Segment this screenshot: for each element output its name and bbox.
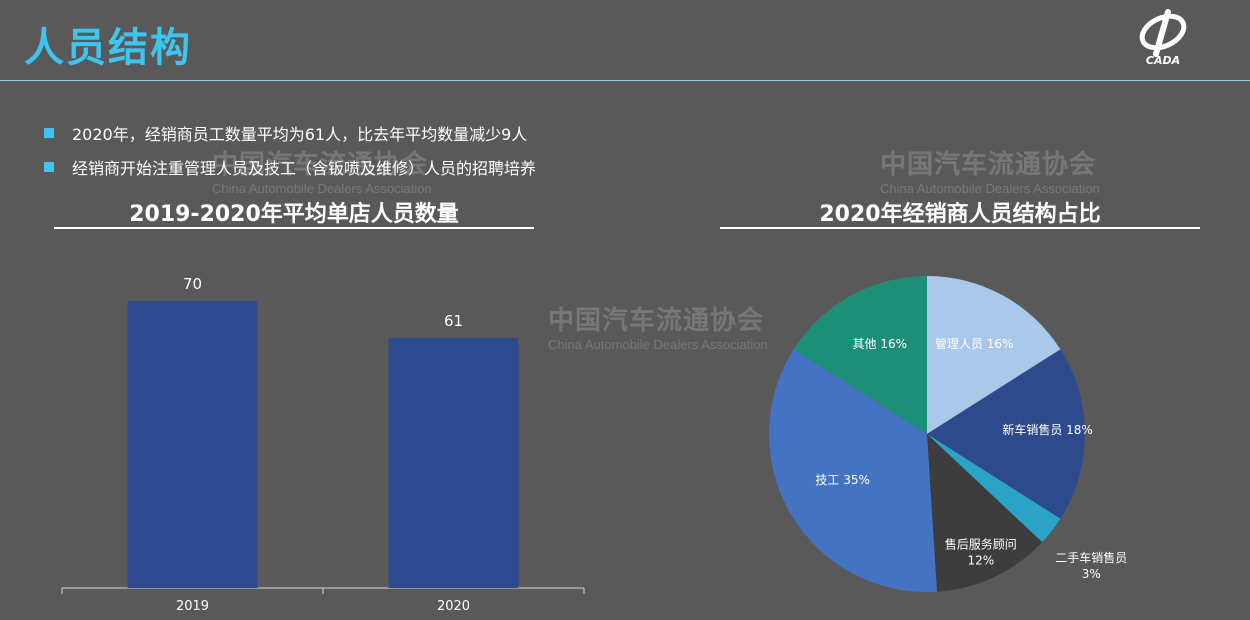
page-title: 人员结构 xyxy=(24,25,192,71)
pie-slice-label: 二手车销售员 3% xyxy=(1055,550,1127,581)
x-tick-label: 2020 xyxy=(437,599,470,614)
bullet-square-icon xyxy=(44,162,54,172)
cada-logo: CADA xyxy=(1139,9,1187,67)
bullet-item: 2020年，经销商员工数量平均为61人，比去年平均数量减少9人 xyxy=(44,116,536,150)
pie-chart-title-rule xyxy=(720,227,1200,229)
pie-slice-5 xyxy=(793,276,927,434)
pie-chart-title: 2020年经销商人员结构占比 xyxy=(819,202,1101,227)
bullet-text: 经销商开始注重管理人员及技工（含钣喷及维修）人员的招聘培养 xyxy=(72,159,537,178)
pie-slice-1 xyxy=(927,349,1085,519)
title-divider xyxy=(0,80,1250,81)
bar-value-label: 61 xyxy=(444,312,463,330)
bar-value-label: 70 xyxy=(183,275,202,293)
bullet-list: 2020年，经销商员工数量平均为61人，比去年平均数量减少9人 经销商开始注重管… xyxy=(44,116,536,184)
pie-slice-label: 售后服务顾问 12% xyxy=(945,536,1017,567)
bar-2019 xyxy=(127,301,258,588)
pie-chart: 管理人员 16% 新车销售员 18% 二手车销售员 3% 售后服务顾问 12% 技工 35%… xyxy=(769,276,1127,592)
pie-slice-label: 其他 16% xyxy=(853,337,908,351)
watermark-en: China Automobile Dealers Association xyxy=(880,181,1100,196)
bullet-square-icon xyxy=(44,128,54,138)
pie-slice-4 xyxy=(769,349,937,592)
pie-slice-2 xyxy=(927,434,1061,543)
pie-slice-3 xyxy=(927,434,1043,592)
pie-slice-0 xyxy=(927,276,1061,434)
x-tick-label: 2019 xyxy=(176,599,209,614)
bullet-text: 2020年，经销商员工数量平均为61人，比去年平均数量减少9人 xyxy=(72,125,528,144)
watermark-cn: 中国汽车流通协会 xyxy=(880,150,1097,180)
logo-text: CADA xyxy=(1146,54,1180,67)
pie-slice-label: 新车销售员 18% xyxy=(1002,422,1093,437)
bullet-item: 经销商开始注重管理人员及技工（含钣喷及维修）人员的招聘培养 xyxy=(44,150,536,184)
watermark: 中国汽车流通协会 China Automobile Dealers Associ… xyxy=(880,144,1100,196)
pie-slice-label: 管理人员 16% xyxy=(935,336,1014,351)
bar-chart-title-rule xyxy=(54,227,534,229)
bar-chart-title: 2019-2020年平均单店人员数量 xyxy=(129,202,459,227)
bar-chart: 70 2019 61 2020 xyxy=(61,275,585,614)
pie-slice-label: 技工 35% xyxy=(815,473,870,487)
bar-2020 xyxy=(388,337,519,588)
